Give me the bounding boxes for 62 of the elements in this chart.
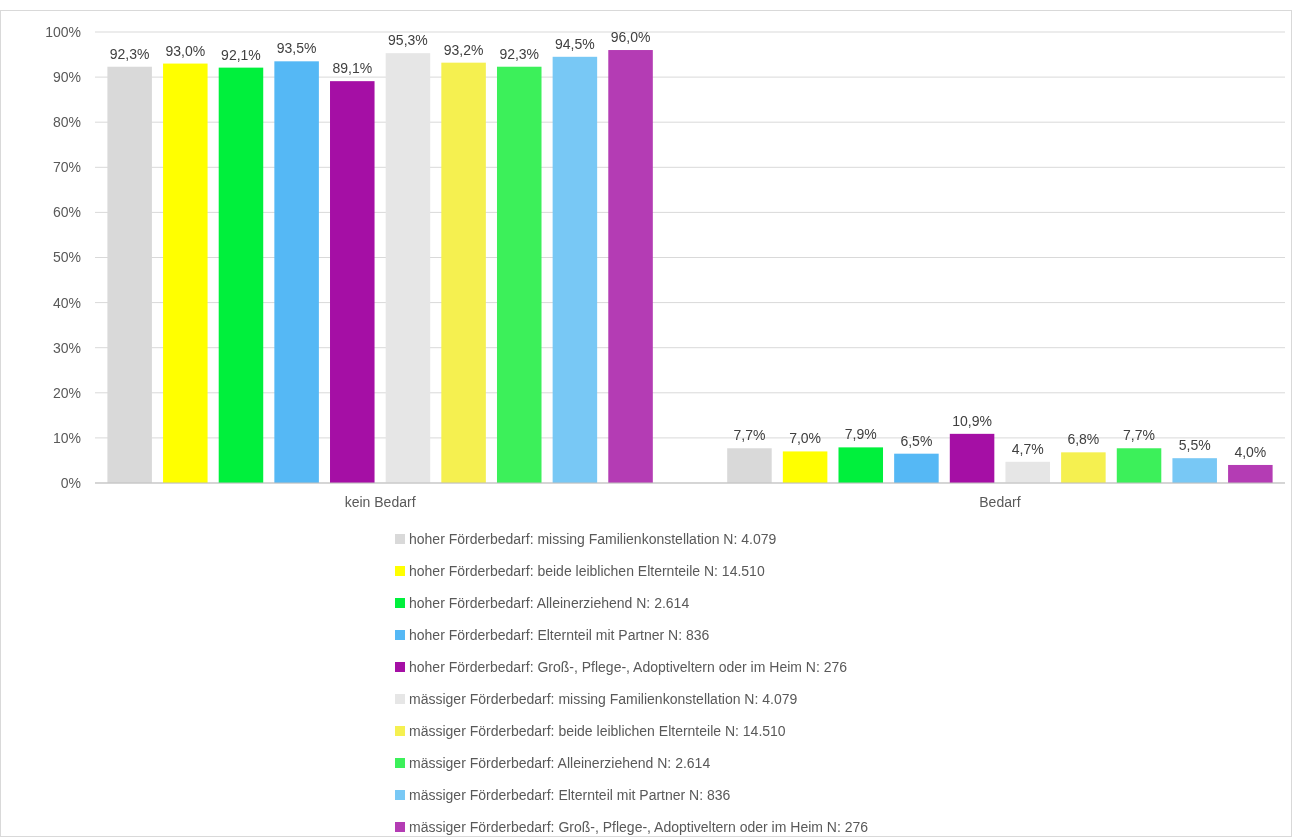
data-label: 95,3%	[388, 32, 428, 49]
y-tick-label: 20%	[52, 384, 81, 401]
bar	[274, 61, 319, 483]
legend-label: hoher Förderbedarf: Groß-, Pflege-, Adoptiveltern oder im Heim N: 276	[409, 659, 848, 675]
y-tick-label: 70%	[52, 159, 81, 176]
legend-label: hoher Förderbedarf: Elternteil mit Partner N: 836	[409, 627, 710, 643]
data-label: 89,1%	[332, 60, 373, 77]
data-label: 6,5%	[900, 432, 933, 449]
bar	[218, 67, 264, 483]
data-label: 93,2%	[443, 41, 484, 58]
data-label: 7,7%	[733, 427, 766, 444]
bar	[330, 81, 375, 483]
bar	[727, 448, 772, 483]
data-label: 7,7%	[1123, 427, 1155, 444]
legend-label: hoher Förderbedarf: missing Familienkonstellation N: 4.079	[409, 531, 777, 547]
y-tick-label: 50%	[52, 249, 81, 266]
data-label: 96,0%	[610, 29, 651, 46]
bar	[608, 50, 653, 483]
y-tick-label: 90%	[52, 69, 81, 86]
y-tick-label: 100%	[45, 23, 81, 40]
bar	[496, 66, 542, 483]
data-label: 7,9%	[844, 426, 877, 443]
data-label: 4,0%	[1234, 443, 1267, 460]
bar	[552, 56, 598, 483]
data-label: 94,5%	[555, 35, 595, 52]
bar	[385, 53, 431, 483]
data-label: 93,5%	[276, 40, 317, 57]
data-label: 6,8%	[1067, 431, 1100, 448]
y-tick-label: 40%	[52, 294, 81, 311]
bar	[1005, 461, 1050, 483]
data-label: 4,7%	[1011, 440, 1044, 457]
y-tick-label: 10%	[52, 429, 81, 446]
bar	[163, 63, 208, 483]
bar	[782, 451, 828, 483]
legend-label: mässiger Förderbedarf: Elternteil mit Partner N: 836	[409, 787, 731, 803]
y-tick-label: 80%	[52, 114, 81, 131]
y-tick-label: 60%	[52, 204, 81, 221]
legend-label: mässiger Förderbedarf: Alleinerziehend N: 2.614	[409, 755, 711, 771]
bar	[1116, 448, 1162, 483]
data-label: 92,1%	[221, 46, 261, 63]
bar	[441, 62, 486, 483]
data-label: 92,3%	[499, 45, 540, 62]
legend-label: hoher Förderbedarf: Alleinerziehend N: 2.614	[409, 595, 690, 611]
data-label: 93,0%	[165, 42, 206, 59]
data-label: 10,9%	[952, 412, 992, 429]
bar	[949, 433, 995, 483]
data-label: 7,0%	[789, 430, 822, 447]
bar	[838, 447, 884, 483]
bar	[1228, 464, 1273, 483]
legend-label: mässiger Förderbedarf: beide leiblichen Elternteile N: 14.510	[409, 723, 786, 739]
x-tick-label: Bedarf	[979, 493, 1021, 510]
legend-label: mässiger Förderbedarf: Groß-, Pflege-, Adoptiveltern oder im Heim N: 276	[409, 819, 869, 835]
bar	[894, 453, 939, 483]
data-label: 92,3%	[109, 45, 150, 62]
legend-label: mässiger Förderbedarf: missing Familienkonstellation N: 4.079	[409, 691, 798, 707]
x-tick-label: kein Bedarf	[344, 493, 416, 510]
data-label: 5,5%	[1178, 437, 1211, 454]
legend-label: hoher Förderbedarf: beide leiblichen Elternteile N: 14.510	[409, 563, 765, 579]
y-tick-label: 0%	[60, 474, 81, 491]
bar	[1172, 458, 1217, 483]
y-tick-label: 30%	[52, 339, 81, 356]
bar	[1061, 452, 1106, 483]
